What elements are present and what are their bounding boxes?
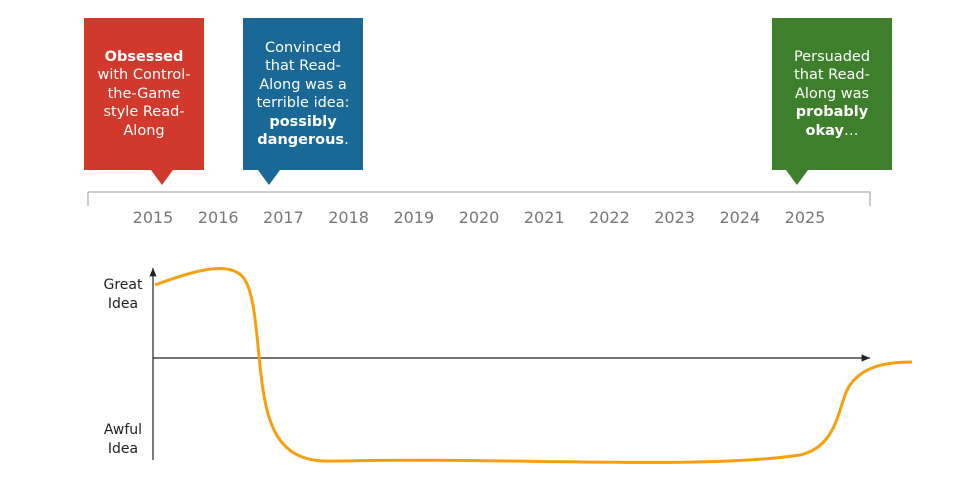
text-part: probably okay — [795, 104, 869, 139]
callout-text: Convinced that Read-Along was a terrible… — [251, 39, 355, 150]
callout-pointer — [786, 170, 808, 185]
top-label: Great Idea — [103, 277, 143, 312]
bottom-label: Awful Idea — [103, 422, 143, 457]
text-part: Persuaded that Read-Along was — [793, 48, 871, 102]
year-label: 2024 — [719, 208, 761, 227]
year-label: 2018 — [328, 208, 369, 227]
text-part: possibly dangerous — [257, 113, 345, 149]
year-label: 2016 — [197, 208, 239, 227]
year-label: 2022 — [589, 208, 630, 227]
callout: Convinced that Read-Along was a terrible… — [243, 18, 363, 185]
year-label: 2020 — [458, 208, 500, 227]
year-label: 2021 — [523, 208, 565, 227]
year-label: 2015 — [132, 208, 174, 227]
callout: Persuaded that Read-Along was probably o… — [772, 18, 892, 185]
callout-text: Persuaded that Read-Along was probably o… — [780, 48, 884, 141]
opinion-curve — [154, 267, 913, 464]
text-part: . — [344, 132, 349, 148]
callout-pointer — [151, 170, 173, 185]
callout: Obsessed with Control-the-Game style Rea… — [84, 18, 204, 185]
callout-text: Obsessed with Control-the-Game style Rea… — [92, 48, 196, 141]
year-label: 2025 — [784, 208, 826, 227]
year-label: 2019 — [393, 208, 435, 227]
callout-pointer — [258, 170, 280, 185]
text-part: Convinced that Read-Along was a terrible… — [256, 39, 350, 112]
text-part: with Control-the-Game style Read-Along — [97, 67, 191, 139]
text-part: Obsessed — [104, 48, 184, 65]
year-label: 2017 — [263, 208, 304, 227]
text-part: … — [843, 122, 859, 139]
year-label: 2023 — [654, 208, 695, 227]
